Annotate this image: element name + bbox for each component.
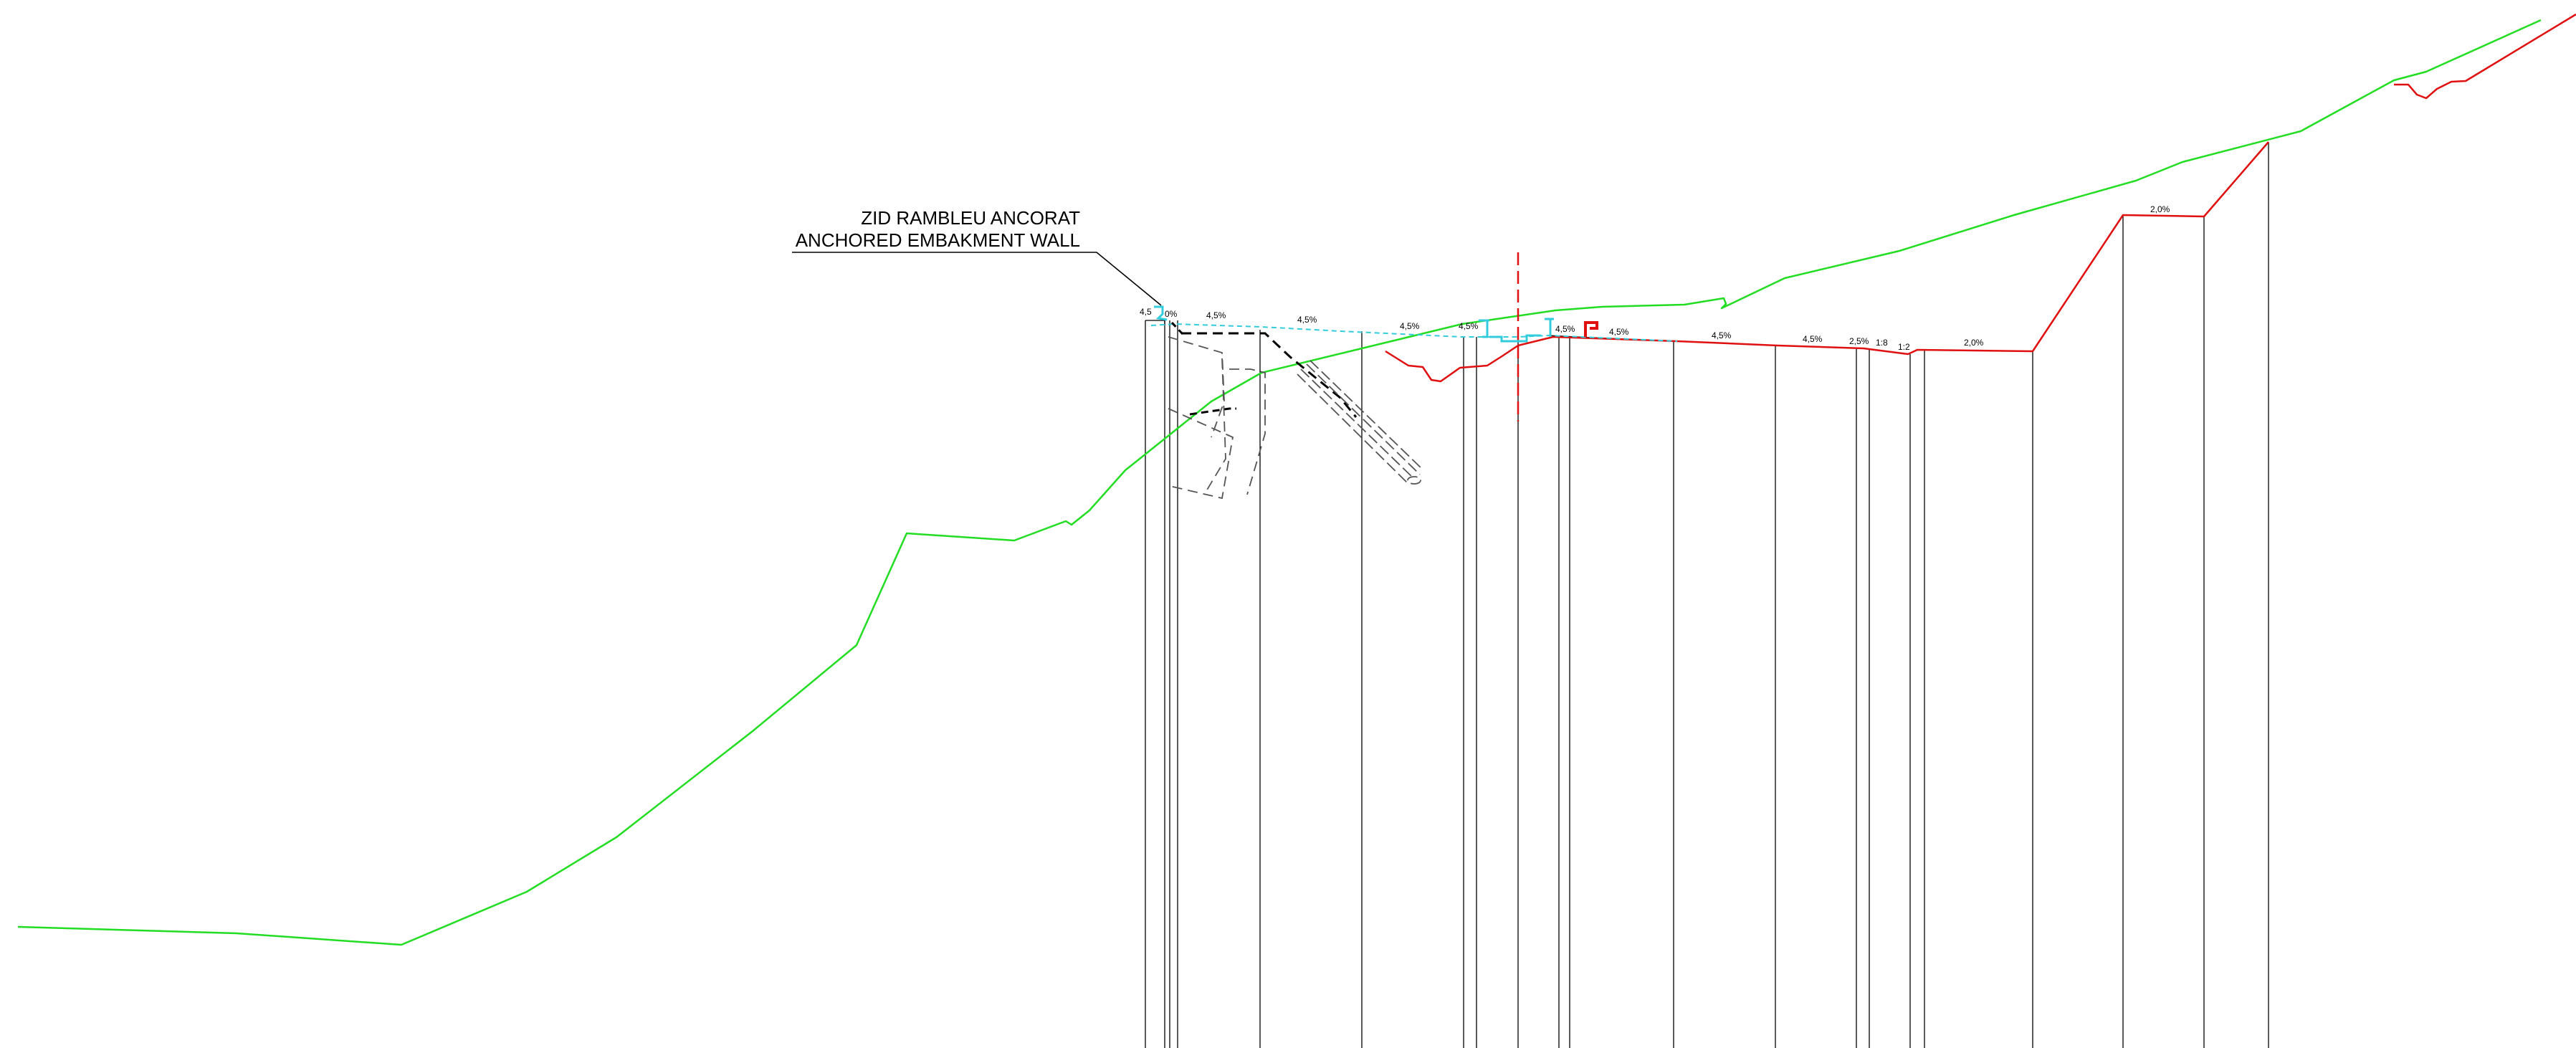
slope-label: 4,5%	[1555, 324, 1575, 334]
existing-ground-line	[17, 19, 2542, 946]
callout-leader-line	[792, 252, 1162, 306]
callout-title-ro: ZID RAMBLEU ANCORAT	[861, 207, 1080, 229]
slope-label: 4,5%	[1609, 327, 1629, 337]
slope-label: 2,0%	[2150, 204, 2170, 214]
design-profile-line	[1385, 141, 2269, 383]
slope-label: 4,5	[1140, 307, 1152, 317]
cyan-markers	[1154, 305, 1554, 343]
slope-label: 4,5%	[1459, 321, 1479, 331]
red-flag-marker	[1584, 321, 1598, 337]
slope-label: 4,5%	[1803, 334, 1823, 344]
slope-labels: 4,5 0% 4,5% 4,5% 4,5% 4,5% 4,5% 4,5% 4,5…	[1140, 204, 2170, 352]
slope-label: 0%	[1165, 309, 1178, 319]
slope-label: 4,5%	[1400, 321, 1420, 331]
slope-label: 2,0%	[1964, 338, 1984, 348]
station-lines	[1145, 142, 2269, 1048]
callout-title-en: ANCHORED EMBAKMENT WALL	[796, 229, 1080, 251]
slope-label: 4,5%	[1297, 315, 1317, 325]
slope-label: 1:2	[1898, 342, 1910, 352]
anchored-wall-structure	[1168, 321, 1424, 500]
slope-label: 4,5%	[1206, 310, 1226, 320]
slope-label: 1:8	[1876, 338, 1888, 348]
slope-label: 2,5%	[1849, 336, 1869, 346]
design-profile-upper-line	[2394, 13, 2576, 100]
slope-label: 4,5%	[1712, 330, 1732, 340]
